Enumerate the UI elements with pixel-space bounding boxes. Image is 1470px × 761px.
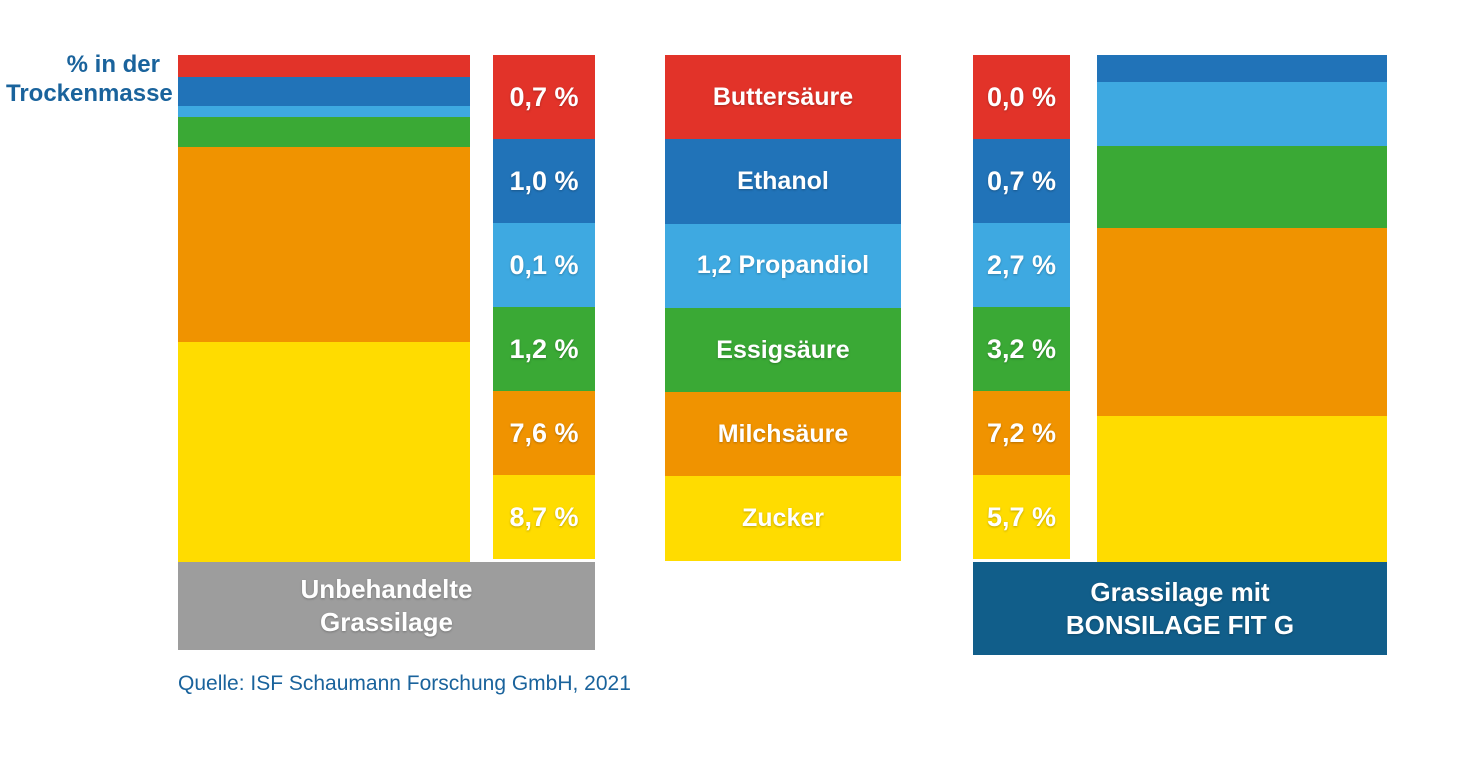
stacked-bar-untreated-values-segment-buttersaeure [178, 55, 470, 77]
percent-bar-untreated-segment-zucker: 8,7 % [493, 475, 595, 559]
value-label-essigsaeure: 1,2 % [509, 333, 579, 364]
percent-bar-bonsilage-segment-milchsaeure: 7,2 % [973, 391, 1070, 475]
stacked-bar-untreated-values-segment-ethanol [178, 77, 470, 106]
value-label-propandiol: 2,7 % [986, 249, 1057, 280]
legend-label-zucker: Zucker [742, 504, 824, 533]
value-label-milchsaeure: 7,6 % [509, 417, 579, 448]
stacked-bar-bonsilage-values [1097, 55, 1387, 562]
value-label-buttersaeure: 0,0 % [986, 81, 1057, 112]
legend-label-propandiol: 1,2 Propandiol [696, 251, 870, 280]
percent-bar-untreated-segment-milchsaeure: 7,6 % [493, 391, 595, 475]
series-label-line: BONSILAGE FIT G [1065, 609, 1295, 640]
stacked-bar-untreated-values-segment-essigsaeure [178, 117, 470, 147]
value-label-zucker: 8,7 % [509, 501, 579, 532]
percent-bar-untreated: 0,7 % 1,0 % 0,1 % 1,2 % 7,6 % 8,7 % [493, 55, 595, 559]
y-axis-unit-label-line2: Trockenmasse [6, 80, 173, 107]
value-label-milchsaeure: 7,2 % [986, 417, 1057, 448]
series-label-line: Grassilage mit [1090, 576, 1270, 607]
stacked-bar-bonsilage-values-segment-propandiol [1097, 82, 1387, 146]
stacked-bar-bonsilage-values-segment-milchsaeure [1097, 228, 1387, 416]
legend-bar-categories-segment-propandiol: 1,2 Propandiol [665, 223, 901, 308]
value-label-ethanol: 1,0 % [509, 165, 579, 196]
stacked-bar-untreated-values [178, 55, 470, 562]
stacked-bar-untreated-values-segment-zucker [178, 342, 470, 562]
legend-bar-categories-segment-milchsaeure: Milchsäure [665, 392, 901, 477]
series-label-box-untreated: Unbehandelte Grassilage [178, 562, 595, 650]
percent-bar-untreated-segment-propandiol: 0,1 % [493, 223, 595, 307]
legend-bar-categories-segment-essigsaeure: Essigsäure [665, 307, 901, 393]
legend-label-buttersaeure: Buttersäure [712, 82, 854, 111]
percent-bar-untreated-segment-ethanol: 1,0 % [493, 139, 595, 223]
percent-bar-bonsilage-segment-buttersaeure: 0,0 % [973, 55, 1070, 139]
legend-label-milchsaeure: Milchsäure [717, 419, 849, 448]
stacked-bar-bonsilage-values-segment-ethanol [1097, 55, 1387, 82]
stacked-bar-untreated-values-segment-propandiol [178, 106, 470, 117]
percent-bar-bonsilage-segment-ethanol: 0,7 % [973, 139, 1070, 223]
stacked-bar-untreated-values-segment-milchsaeure [178, 147, 470, 342]
source-caption: Quelle: ISF Schaumann Forschung GmbH, 20… [178, 672, 631, 695]
legend-label-ethanol: Ethanol [737, 166, 829, 195]
value-label-propandiol: 0,1 % [509, 249, 579, 280]
percent-bar-bonsilage: 0,0 % 0,7 % 2,7 % 3,2 % 7,2 % 5,7 % [973, 55, 1070, 559]
y-axis-unit-label: % in der Trockenmasse [6, 50, 173, 108]
percent-bar-bonsilage-segment-propandiol: 2,7 % [973, 223, 1070, 307]
percent-bar-bonsilage-segment-essigsaeure: 3,2 % [973, 307, 1070, 391]
series-label-line: Unbehandelte [300, 574, 473, 604]
legend-label-essigsaeure: Essigsäure [716, 335, 850, 364]
legend-bar-categories-segment-ethanol: Ethanol [665, 139, 901, 224]
percent-bar-untreated-segment-buttersaeure: 0,7 % [493, 55, 595, 139]
stacked-bar-bonsilage-values-segment-essigsaeure [1097, 146, 1387, 228]
legend-bar-categories-segment-zucker: Zucker [665, 476, 901, 561]
series-label-box-bonsilage: Grassilage mit BONSILAGE FIT G [973, 562, 1387, 655]
percent-bar-untreated-segment-essigsaeure: 1,2 % [493, 307, 595, 391]
legend-bar-categories-segment-buttersaeure: Buttersäure [665, 55, 901, 140]
value-label-zucker: 5,7 % [986, 501, 1057, 532]
legend-bar-categories: Buttersäure Ethanol 1,2 Propandiol Essigsäu… [665, 55, 901, 561]
value-label-essigsaeure: 3,2 % [986, 333, 1057, 364]
stacked-bar-bonsilage-values-segment-zucker [1097, 416, 1387, 562]
y-axis-unit-label-line1: % in der [66, 51, 160, 78]
value-label-buttersaeure: 0,7 % [509, 81, 579, 112]
series-label-line: Grassilage [320, 607, 453, 637]
percent-bar-bonsilage-segment-zucker: 5,7 % [973, 475, 1070, 559]
value-label-ethanol: 0,7 % [986, 165, 1057, 196]
